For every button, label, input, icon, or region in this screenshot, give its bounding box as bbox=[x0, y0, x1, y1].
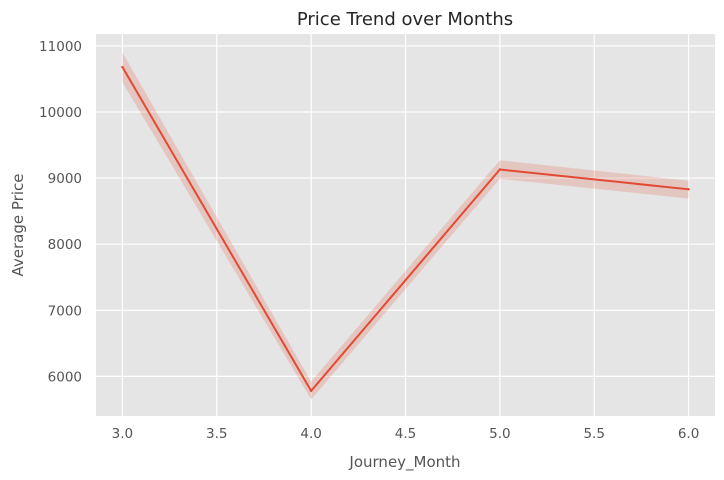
chart-title: Price Trend over Months bbox=[297, 9, 513, 30]
data-point bbox=[121, 65, 124, 69]
x-tick-labels: 3.0 3.5 4.0 4.5 5.0 5.5 6.0 bbox=[112, 426, 700, 442]
x-tick-label: 3.0 bbox=[112, 426, 133, 442]
data-point bbox=[498, 168, 502, 171]
series-line-layer bbox=[121, 65, 690, 393]
x-tick-label: 6.0 bbox=[678, 426, 699, 442]
y-tick-label: 6000 bbox=[48, 369, 82, 385]
y-tick-label: 7000 bbox=[48, 303, 82, 319]
y-tick-label: 8000 bbox=[48, 237, 82, 253]
grid-lines bbox=[96, 34, 715, 416]
x-tick-label: 4.5 bbox=[395, 426, 416, 442]
y-tick-label: 11000 bbox=[39, 39, 82, 55]
x-tick-label: 3.5 bbox=[206, 426, 227, 442]
confidence-band bbox=[122, 52, 689, 400]
data-point bbox=[309, 389, 313, 393]
x-tick-label: 4.0 bbox=[300, 426, 321, 442]
series-line bbox=[121, 66, 689, 392]
y-axis-label: Average Price bbox=[9, 174, 27, 277]
y-tick-labels: 6000 7000 8000 9000 10000 11000 bbox=[39, 39, 82, 385]
x-tick-label: 5.0 bbox=[489, 426, 510, 442]
x-tick-label: 5.5 bbox=[583, 426, 604, 442]
y-tick-label: 10000 bbox=[39, 105, 82, 121]
data-point bbox=[687, 188, 690, 191]
confidence-band-layer bbox=[122, 52, 689, 400]
x-axis-label: Journey_Month bbox=[348, 453, 460, 472]
y-tick-label: 9000 bbox=[48, 171, 82, 187]
